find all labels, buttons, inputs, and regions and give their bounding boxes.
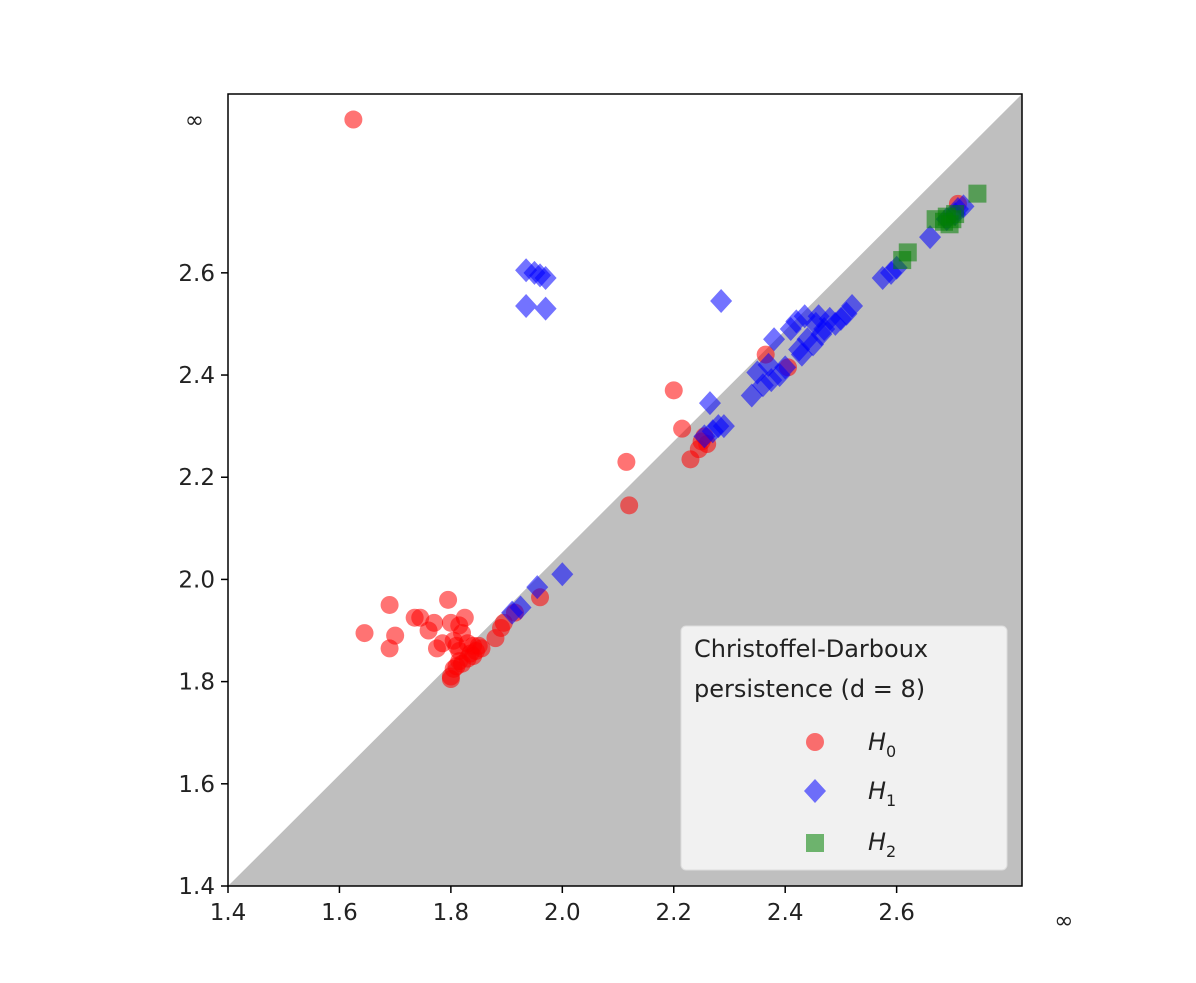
h0-point [472,639,491,658]
legend-title-line1: Christoffel-Darboux [694,635,928,663]
h0-point [455,608,474,627]
h0-point [355,624,374,643]
h2-point [968,184,987,203]
h1-point [551,562,574,587]
h0-point [664,381,683,400]
legend: Christoffel-Darboux persistence (d = 8) … [680,625,1008,871]
y-tick-label: 2.6 [178,261,215,287]
x-tick-label: 2.0 [544,900,581,926]
h0-point [620,496,639,515]
h1-point [841,294,864,319]
h2-point [946,205,965,224]
x-tick-label: 1.6 [321,900,358,926]
y-tick-label: 1.6 [178,772,215,798]
legend-box [680,625,1008,871]
h0-point [411,608,430,627]
x-infinity-label: ∞ [1054,908,1073,934]
h1-point [534,265,557,290]
plot-frame [227,93,1023,887]
legend-marker-h1 [804,779,826,803]
y-tick-label: 1.4 [178,874,215,900]
h0-point [344,110,363,129]
x-tick-label: 1.8 [433,900,470,926]
h0-point [617,452,636,471]
h2-point [898,243,917,262]
legend-marker-h2 [806,834,824,852]
h1-point [774,355,797,380]
h0-point [425,613,444,632]
h0-point [380,595,399,614]
h1-point [712,414,735,439]
h1-point [919,225,942,250]
h1-point [526,575,549,600]
h1-point [509,595,532,620]
legend-title-line2: persistence (d = 8) [694,675,925,703]
h1-point [515,294,538,319]
x-tick-label: 2.4 [767,900,804,926]
y-tick-label: 2.2 [178,465,215,491]
h1-point [763,327,786,352]
legend-marker-h0 [806,733,824,751]
h1-point [534,296,557,321]
h0-point [386,626,405,645]
legend-label-h2: H2 [868,828,896,861]
y-tick-label: 2.4 [178,363,215,389]
h1-point [710,288,733,313]
legend-label-h0: H0 [868,728,896,761]
x-tick-label: 2.6 [878,900,915,926]
points-layer [344,110,987,689]
h0-point [673,419,692,438]
axes-layer: 1.4 1.6 1.8 2.0 2.2 2.4 2.6 1.4 1.6 1.8 2.0 2.2 2.4 2… [178,108,1073,934]
y-tick-label: 2.0 [178,567,215,593]
legend-label-h1: H1 [868,777,896,810]
h0-point [439,590,458,609]
y-infinity-label: ∞ [185,108,204,134]
x-tick-label: 1.4 [210,900,247,926]
y-tick-label: 1.8 [178,670,215,696]
x-tick-label: 2.2 [655,900,692,926]
h0-point [441,670,460,689]
h1-point [698,391,721,416]
